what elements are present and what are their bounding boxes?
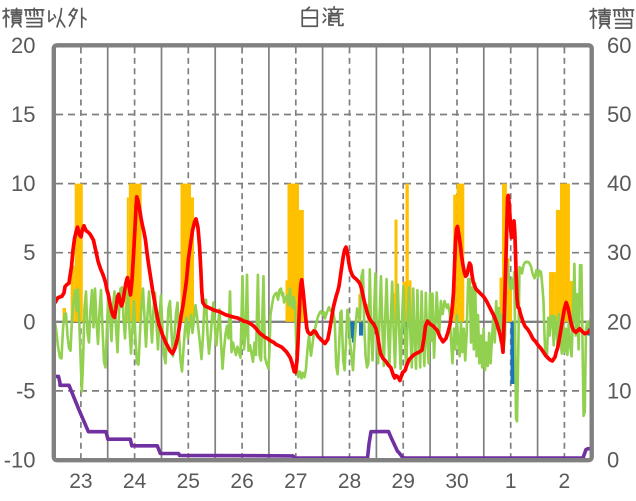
svg-text:30: 30 xyxy=(607,240,631,265)
svg-text:0: 0 xyxy=(607,448,619,473)
svg-text:27: 27 xyxy=(284,470,307,493)
svg-text:10: 10 xyxy=(607,378,631,403)
svg-text:2: 2 xyxy=(559,470,571,493)
svg-text:50: 50 xyxy=(607,102,631,127)
svg-text:26: 26 xyxy=(230,470,253,493)
svg-text:20: 20 xyxy=(11,33,35,58)
svg-text:0: 0 xyxy=(23,309,35,334)
svg-text:25: 25 xyxy=(177,470,200,493)
svg-text:23: 23 xyxy=(69,470,92,493)
svg-text:40: 40 xyxy=(607,171,631,196)
svg-text:60: 60 xyxy=(607,33,631,58)
svg-text:-10: -10 xyxy=(4,448,36,473)
svg-text:28: 28 xyxy=(338,470,361,493)
svg-text:29: 29 xyxy=(392,470,415,493)
svg-text:10: 10 xyxy=(11,171,35,196)
svg-text:15: 15 xyxy=(11,102,35,127)
svg-text:-5: -5 xyxy=(16,378,36,403)
svg-text:20: 20 xyxy=(607,309,631,334)
svg-text:1: 1 xyxy=(505,470,517,493)
svg-text:24: 24 xyxy=(123,470,147,493)
svg-text:30: 30 xyxy=(445,470,468,493)
svg-text:5: 5 xyxy=(23,240,35,265)
